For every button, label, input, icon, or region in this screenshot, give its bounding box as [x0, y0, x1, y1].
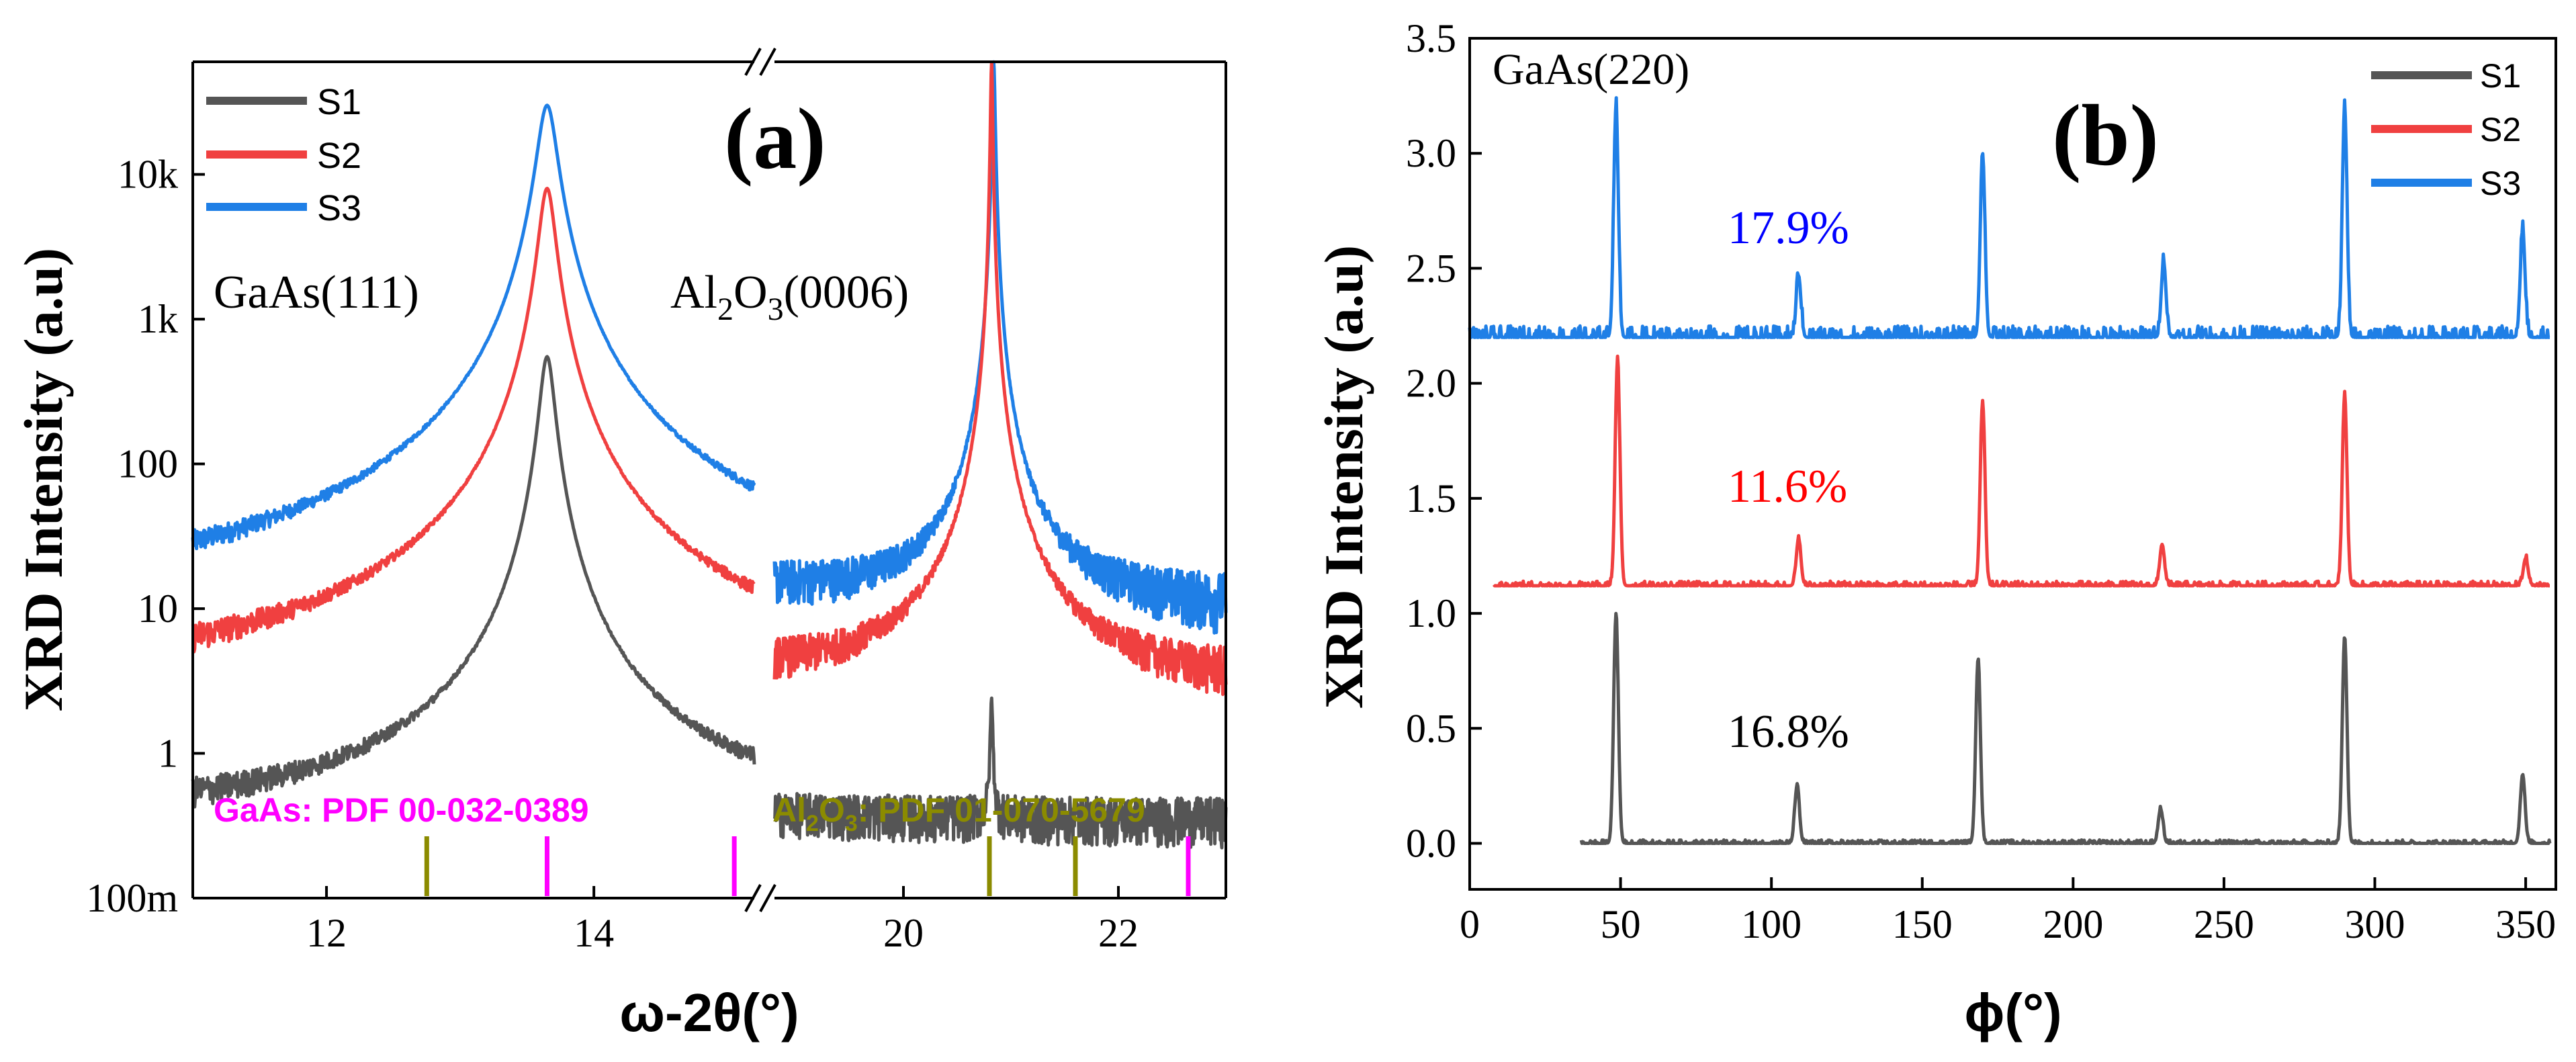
panel-a: 100m 1 10 100 1k 10k 12 14 20 22 XRD Intensity (… — [13, 48, 1228, 1043]
legend-label-s2: S2 — [2480, 111, 2521, 148]
panel-b-y-ticks: 0.0 0.5 1.0 1.5 2.0 2.5 3.0 3.5 — [1406, 16, 1482, 866]
legend-label-s1: S1 — [317, 82, 361, 122]
legend-label-s2: S2 — [317, 136, 361, 176]
panel-a-y-axis-title: XRD Intensity (a.u) — [13, 248, 74, 711]
axis-break-marks — [744, 48, 776, 912]
legend-label-s1: S1 — [2480, 57, 2521, 95]
panel-b-traces — [1468, 96, 2552, 845]
percentage-s2: 11.6% — [1728, 461, 1847, 513]
panel-a-legend: S1 S2 S3 — [206, 82, 361, 228]
percentage-s3: 17.9% — [1728, 202, 1849, 254]
panel-a-x-ticks: 12 14 20 22 — [306, 886, 1139, 955]
x-tick-label: 200 — [2043, 902, 2103, 946]
x-tick-label: 14 — [574, 911, 614, 955]
panel-a-y-ticks: 100m 1 10 100 1k 10k — [86, 152, 205, 920]
gaas-220-label: GaAs(220) — [1493, 45, 1689, 94]
x-tick-label: 150 — [1892, 902, 1953, 946]
trace-s2 — [1492, 354, 2551, 588]
y-tick-label: 100 — [118, 442, 178, 486]
trace-s1 — [191, 355, 756, 809]
y-tick-label: 1.5 — [1406, 476, 1456, 521]
panel-a-label: (a) — [724, 91, 826, 187]
legend-label-s3: S3 — [317, 188, 361, 228]
panel-b: 0.0 0.5 1.0 1.5 2.0 2.5 3.0 3.5 0 50 100 150 200 250… — [1313, 16, 2557, 1043]
trace-s2 — [191, 187, 756, 654]
y-tick-label: 3.0 — [1406, 131, 1456, 175]
al2o3-0006-label: Al2O3(0006) — [670, 267, 909, 327]
y-tick-label: 10k — [118, 152, 178, 197]
panel-a-x-axis-title: ω-2θ(°) — [619, 983, 799, 1043]
x-tick-label: 50 — [1601, 902, 1641, 946]
x-tick-label: 100 — [1741, 902, 1802, 946]
x-tick-label: 350 — [2495, 902, 2556, 946]
x-tick-label: 250 — [2194, 902, 2254, 946]
x-tick-label: 300 — [2345, 902, 2405, 946]
percentage-s1: 16.8% — [1728, 706, 1849, 758]
trace-s1 — [1579, 611, 2552, 845]
y-tick-label: 0.5 — [1406, 706, 1456, 750]
y-tick-label: 100m — [86, 876, 178, 920]
x-tick-label: 20 — [883, 911, 924, 955]
y-tick-label: 10 — [138, 586, 178, 631]
x-tick-label: 22 — [1098, 911, 1139, 955]
x-tick-label: 12 — [306, 911, 347, 955]
panel-b-label: (b) — [2052, 87, 2159, 184]
legend-label-s3: S3 — [2480, 165, 2521, 202]
panel-b-x-ticks: 0 50 100 150 200 250 300 350 — [1460, 877, 2556, 946]
x-tick-label: 0 — [1460, 902, 1480, 946]
y-tick-label: 1 — [158, 732, 178, 776]
panel-b-x-axis-title: ϕ(°) — [1964, 983, 2061, 1043]
panel-a-traces — [191, 60, 1228, 850]
trace-s1 — [772, 696, 1228, 850]
al2o3-pdf-label: Al2O3: PDF 01-070-5679 — [772, 791, 1145, 836]
panel-b-frame — [1468, 37, 2557, 891]
trace-s2 — [772, 60, 1228, 697]
y-tick-label: 2.0 — [1406, 361, 1456, 406]
panel-b-legend: S1 S2 S3 — [2371, 57, 2521, 202]
y-tick-label: 3.5 — [1406, 16, 1456, 60]
trace-s3 — [191, 103, 756, 551]
gaas-pdf-label: GaAs: PDF 00-032-0389 — [214, 791, 589, 829]
panel-b-y-axis-title: XRD Intensity (a.u) — [1313, 245, 1374, 709]
panel-a-reference-lines — [424, 836, 1191, 896]
panel-a-frame — [191, 60, 1227, 899]
y-tick-label: 1k — [138, 297, 178, 341]
y-tick-label: 2.5 — [1406, 246, 1456, 290]
y-tick-label: 0.0 — [1406, 822, 1456, 866]
y-tick-label: 1.0 — [1406, 591, 1456, 635]
gaas-111-label: GaAs(111) — [214, 267, 419, 318]
trace-s3 — [772, 60, 1228, 635]
trace-s3 — [1468, 96, 2551, 339]
